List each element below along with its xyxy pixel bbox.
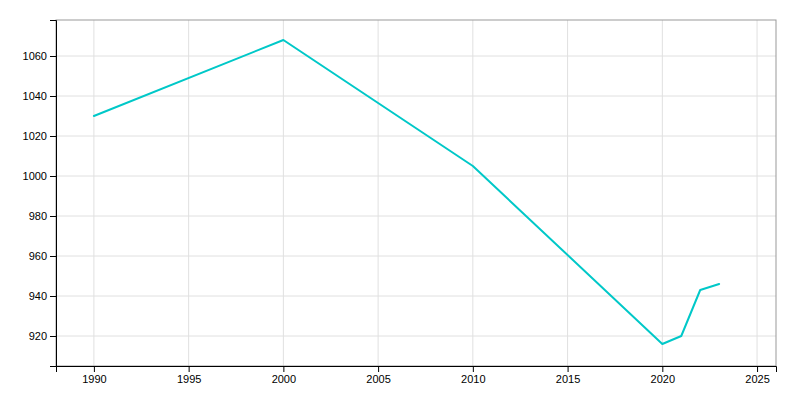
grid-line-x: [662, 20, 663, 366]
x-axis: 1990 1995 2000 2005 2010 2015 2020 2025: [57, 366, 777, 385]
tick-label: 980: [29, 210, 47, 222]
grid-line-x: [567, 20, 568, 366]
tick-label: 2005: [366, 373, 390, 385]
tick-label: 1995: [177, 373, 201, 385]
grid-line-y: [56, 216, 776, 217]
tick: 1060: [23, 50, 56, 62]
tick: 940: [29, 290, 56, 302]
tick-mark: [473, 366, 474, 372]
grid-line-x: [757, 20, 758, 366]
tick: 960: [29, 250, 56, 262]
plot: 1990 1995 2000 2005 2010 2015 2020 2025 920 940 96…: [23, 20, 777, 385]
tick-label: 1060: [23, 50, 47, 62]
tick-mark: [50, 256, 56, 257]
tick-mark: [50, 96, 56, 97]
grid-line-y: [56, 256, 776, 257]
tick-label: 2010: [461, 373, 485, 385]
tick: 2010: [461, 366, 485, 385]
tick-mark: [50, 216, 56, 217]
tick-label: 960: [29, 250, 47, 262]
tick-label: 2000: [272, 373, 296, 385]
chart: 1990 1995 2000 2005 2010 2015 2020 2025 920 940 96…: [0, 0, 800, 400]
line: [94, 40, 719, 344]
tick-mark: [50, 56, 56, 57]
tick-label: 2015: [556, 373, 580, 385]
tick-mark: [378, 366, 379, 372]
tick: 980: [29, 210, 56, 222]
tick-label: 1000: [23, 170, 47, 182]
grid-line-y: [56, 96, 776, 97]
tick-mark: [50, 136, 56, 137]
tick: 1040: [23, 90, 56, 102]
tick: 1000: [23, 170, 56, 182]
axis-line: [50, 21, 57, 367]
tick-mark: [50, 176, 56, 177]
tick-mark: [50, 336, 56, 337]
tick: 2000: [272, 366, 296, 385]
tick: 2025: [745, 366, 769, 385]
tick-label: 1990: [82, 373, 106, 385]
grid-line-x: [188, 20, 189, 366]
tick: 1990: [82, 366, 106, 385]
tick: 1020: [23, 130, 56, 142]
axis-line: [57, 367, 777, 373]
grid-line-y: [56, 336, 776, 337]
tick-mark: [662, 366, 663, 372]
tick-label: 1020: [23, 130, 47, 142]
tick: 2015: [556, 366, 580, 385]
tick-label: 1040: [23, 90, 47, 102]
grid-line-y: [56, 136, 776, 137]
marks: [94, 40, 719, 344]
tick-mark: [757, 366, 758, 372]
tick-label: 920: [29, 330, 47, 342]
tick-label: 2025: [745, 373, 769, 385]
grid-line-y: [56, 296, 776, 297]
tick-mark: [94, 366, 95, 372]
grid-line-x: [93, 20, 94, 366]
tick-mark: [568, 366, 569, 372]
tick-mark: [50, 296, 56, 297]
grid-line-y: [56, 56, 776, 57]
tick: 920: [29, 330, 56, 342]
grid-line-x: [283, 20, 284, 366]
y-axis: 920 940 960 980 1000 1020 1040 1060: [23, 21, 57, 367]
tick-label: 2020: [651, 373, 675, 385]
tick: 2020: [651, 366, 675, 385]
tick: 1995: [177, 366, 201, 385]
tick-mark: [283, 366, 284, 372]
tick-mark: [189, 366, 190, 372]
plot-frame: [56, 20, 776, 366]
grid: [56, 20, 776, 366]
grid-line-y: [56, 176, 776, 177]
tick-label: 940: [29, 290, 47, 302]
grid-line-x: [378, 20, 379, 366]
grid-line-x: [472, 20, 473, 366]
tick: 2005: [366, 366, 390, 385]
